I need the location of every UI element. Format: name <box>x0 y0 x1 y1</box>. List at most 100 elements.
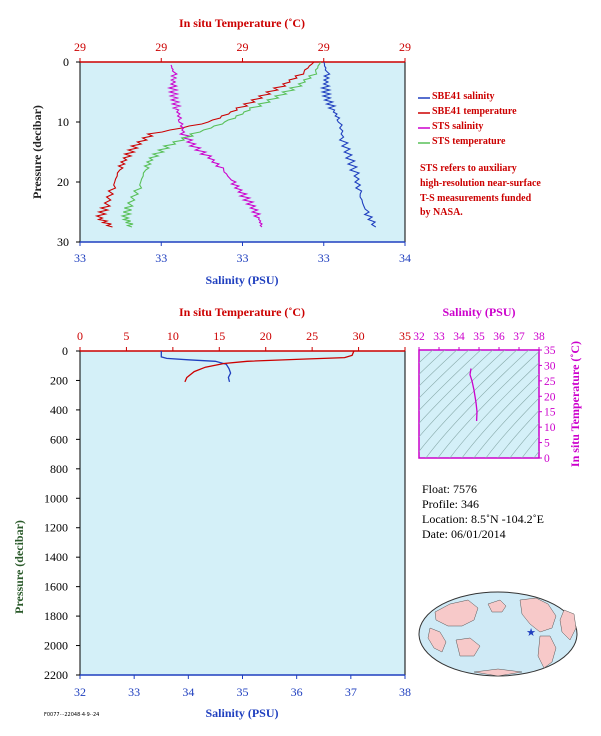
top-chart-x-tick-label: 33 <box>237 251 249 265</box>
top-chart-top-tick-label: 29 <box>399 40 411 54</box>
top-series-sts-salinity <box>166 64 263 228</box>
ts-density-contour <box>419 350 518 452</box>
bottom-series-salinity <box>160 351 232 383</box>
ts-density-contour <box>485 397 539 458</box>
bottom-chart-top-axis-label: In situ Temperature (˚C) <box>179 305 305 319</box>
bottom-chart-top-tick-label: 10 <box>167 329 179 343</box>
location: Location: 8.5˚N -104.2˚E <box>422 512 544 526</box>
ts-series-group <box>469 368 478 422</box>
bottom-chart-xlabel: Salinity (PSU) <box>205 706 278 720</box>
ts-y-tick-label: 35 <box>544 345 556 357</box>
top-chart-top-axis-label: In situ Temperature (˚C) <box>179 16 305 30</box>
legend-label-sts-temperature: STS temperature <box>432 136 506 147</box>
bottom-chart-top-tick-label: 15 <box>213 329 225 343</box>
bottom-chart-x-tick-label: 35 <box>237 685 249 699</box>
ts-y-tick-label: 15 <box>544 407 556 419</box>
bottom-chart-x-tick-label: 36 <box>291 685 303 699</box>
float-number: Float: 7576 <box>422 482 478 496</box>
ts-top-tick-label: 34 <box>453 331 465 343</box>
float-location-marker: ★ <box>526 627 536 639</box>
bottom-chart-y-tick-label: 0 <box>62 344 68 358</box>
bottom-chart-top-tick-label: 20 <box>260 329 272 343</box>
bottom-plot-area <box>79 350 406 676</box>
bottom-chart-y-tick-label: 600 <box>50 432 68 446</box>
top-chart-xlabel: Salinity (PSU) <box>205 273 278 287</box>
top-chart-x-tick-label: 33 <box>155 251 167 265</box>
top-chart-y-tick-label: 30 <box>57 235 69 249</box>
bottom-chart-y-tick-label: 800 <box>50 462 68 476</box>
top-chart-top-tick-label: 29 <box>155 40 167 54</box>
bottom-chart-x-tick-label: 33 <box>128 685 140 699</box>
ts-density-contour <box>425 350 530 458</box>
ts-density-contour <box>419 350 494 424</box>
ts-y-tick-label: 0 <box>544 453 550 465</box>
top-chart-top-tick-label: 29 <box>237 40 249 54</box>
top-chart-x-tick-label: 33 <box>74 251 86 265</box>
bottom-chart-y-tick-label: 1200 <box>44 521 68 535</box>
ts-density-contour <box>521 436 539 458</box>
ts-density-contour <box>419 350 470 399</box>
ts-top-axis-label: Salinity (PSU) <box>442 305 515 319</box>
bottom-chart-y-tick-label: 2200 <box>44 668 68 682</box>
profile-number: Profile: 346 <box>422 497 479 511</box>
ts-density-contour <box>473 385 539 458</box>
bottom-chart-y-tick-label: 1400 <box>44 550 68 564</box>
top-chart-ylabel: Pressure (decibar) <box>30 105 44 199</box>
bottom-series-group <box>160 350 355 383</box>
ts-top-tick-label: 36 <box>493 331 505 343</box>
legend-label-sbe41-salinity: SBE41 salinity <box>432 91 495 102</box>
ts-density-contour <box>449 362 539 458</box>
ts-y-tick-label: 20 <box>544 391 556 403</box>
top-chart-x-tick-label: 34 <box>399 251 411 265</box>
map-land <box>427 597 577 677</box>
ts-top-tick-label: 37 <box>513 331 525 343</box>
bottom-chart-top-tick-label: 35 <box>399 329 411 343</box>
top-chart-top-tick-label: 29 <box>318 40 330 54</box>
legend <box>418 97 430 144</box>
bottom-chart-top-tick-label: 0 <box>77 329 83 343</box>
sts-note-line-1: STS refers to auxiliary <box>420 163 517 174</box>
bottom-ticks-group: 0 5 10 15 20 25 30 35 32 33 34 35 36 37 38 0 200 400 600 80… <box>44 329 411 699</box>
ts-density-contour <box>497 410 539 458</box>
bottom-chart-y-tick-label: 1000 <box>44 491 68 505</box>
ts-y-tick-label: 30 <box>544 360 556 372</box>
ts-plot-area <box>418 349 540 459</box>
bottom-chart-y-tick-label: 1800 <box>44 609 68 623</box>
bottom-chart-y-tick-label: 200 <box>50 373 68 387</box>
top-plot-area <box>79 61 406 243</box>
top-series-sbe41-temperature <box>94 61 315 228</box>
bottom-series-temperature <box>184 350 355 383</box>
legend-label-sbe41-temperature: SBE41 temperature <box>432 106 517 117</box>
sts-note-line-3: T-S measurements funded <box>420 193 532 204</box>
ts-top-tick-label: 32 <box>413 331 425 343</box>
ts-density-contour <box>419 350 482 411</box>
top-chart-top-tick-label: 29 <box>74 40 86 54</box>
ts-density-contour <box>461 373 539 458</box>
ts-density-contour <box>509 422 539 458</box>
bottom-chart-top-tick-label: 5 <box>123 329 129 343</box>
ts-density-contour <box>419 350 458 387</box>
sts-note-line-4: by NASA. <box>420 207 463 218</box>
ts-ticks-group: 32 33 34 35 36 37 38 0 5 10 15 20 25 30 35 <box>413 331 556 465</box>
sts-note-line-2: high-resolution near-surface <box>420 178 541 189</box>
ts-y-tick-label: 25 <box>544 376 556 388</box>
bottom-chart-y-tick-label: 1600 <box>44 580 68 594</box>
ts-top-tick-label: 38 <box>533 331 545 343</box>
bottom-chart-y-tick-label: 400 <box>50 403 68 417</box>
legend-label-sts-salinity: STS salinity <box>432 121 484 132</box>
bottom-chart-top-tick-label: 25 <box>306 329 318 343</box>
ts-series-curve <box>469 368 478 422</box>
top-chart-y-tick-label: 10 <box>57 115 69 129</box>
footer-code: F0077···22048·4·9··24 <box>44 712 100 718</box>
world-map: ★ <box>418 591 578 677</box>
bottom-chart-ylabel: Pressure (decibar) <box>12 520 26 614</box>
bottom-chart-top-tick-label: 30 <box>353 329 365 343</box>
ts-density-contour <box>419 350 434 364</box>
bottom-chart-x-tick-label: 32 <box>74 685 86 699</box>
ts-density-contour <box>533 450 539 458</box>
ts-y-tick-label: 5 <box>544 438 550 450</box>
ts-density-contour <box>419 350 506 438</box>
top-series-group <box>94 61 377 228</box>
date: Date: 06/01/2014 <box>422 527 506 541</box>
